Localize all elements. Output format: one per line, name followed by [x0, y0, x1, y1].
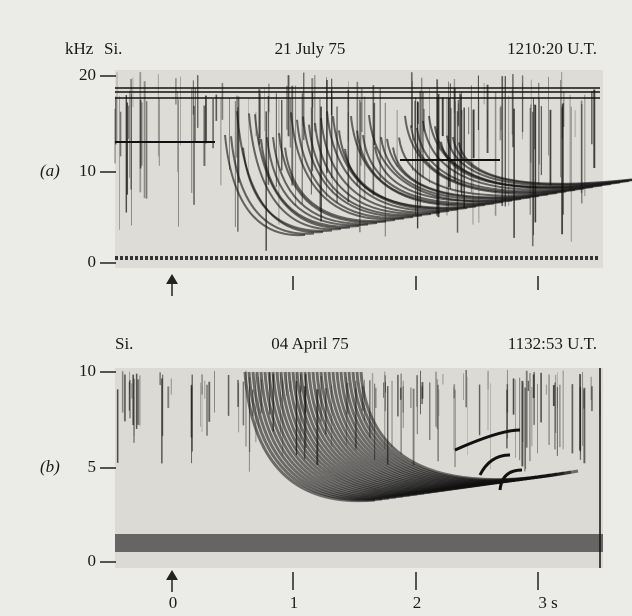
time-label: 1210:20 U.T.	[507, 39, 597, 58]
dispersion-trace	[320, 117, 450, 214]
dispersion-trace	[224, 134, 306, 237]
axis-ticks	[100, 75, 539, 592]
dispersion-trace	[416, 127, 594, 193]
dispersion-trace	[290, 112, 405, 221]
dispersion-trace	[308, 124, 432, 217]
site-label: Si.	[104, 39, 122, 58]
panel-label: (a)	[40, 161, 60, 180]
y-tick-label: 20	[79, 65, 96, 84]
y-tick-label: 10	[79, 361, 96, 380]
dispersion-trace	[254, 114, 351, 229]
dispersion-trace	[266, 137, 369, 227]
dispersion-trace	[242, 147, 333, 232]
dispersion-trace	[248, 113, 342, 231]
x-tick-label: 1	[290, 593, 299, 612]
dispersion-trace	[314, 122, 441, 215]
y-tick-label: 5	[88, 457, 97, 476]
dispersion-trace	[278, 133, 387, 224]
dispersion-trace	[398, 137, 567, 197]
y-tick-label: 10	[79, 161, 96, 180]
dispersion-trace	[284, 147, 396, 222]
time-label: 1132:53 U.T.	[508, 334, 597, 353]
dispersion-trace	[392, 147, 558, 199]
noise-floor	[115, 534, 603, 552]
dispersion-trace	[230, 136, 315, 235]
unit-label: kHz	[65, 39, 94, 58]
dispersion-trace	[359, 371, 579, 482]
plot-area	[115, 70, 603, 268]
dispersion-trace	[362, 135, 513, 205]
x-tick-label: 0	[169, 593, 178, 612]
y-tick-label: 0	[88, 252, 97, 271]
arrows	[166, 274, 178, 580]
x-tick-label: 2	[413, 593, 422, 612]
whistler-trace	[498, 468, 523, 491]
dispersion-trace	[302, 116, 423, 218]
date-label: 21 July 75	[275, 39, 346, 58]
dispersion-trace	[344, 148, 486, 209]
x-tick-label: 3 s	[538, 593, 557, 612]
dispersion-trace	[260, 138, 360, 228]
dispersion-trace	[422, 120, 603, 191]
date-label: 04 April 75	[271, 334, 348, 353]
dispersion-trace	[296, 119, 414, 219]
whistler-trace	[478, 453, 511, 476]
site-label: Si.	[115, 334, 133, 353]
y-tick-label: 0	[88, 551, 97, 570]
whistler-trace	[454, 428, 521, 452]
dispersion-trace	[272, 137, 378, 225]
dispersion-trace	[326, 111, 459, 212]
dispersion-trace	[374, 146, 531, 203]
panel-label: (b)	[40, 457, 60, 476]
spectrograms	[114, 70, 632, 568]
dispersion-trace	[458, 142, 632, 185]
dispersion-trace	[356, 130, 504, 206]
